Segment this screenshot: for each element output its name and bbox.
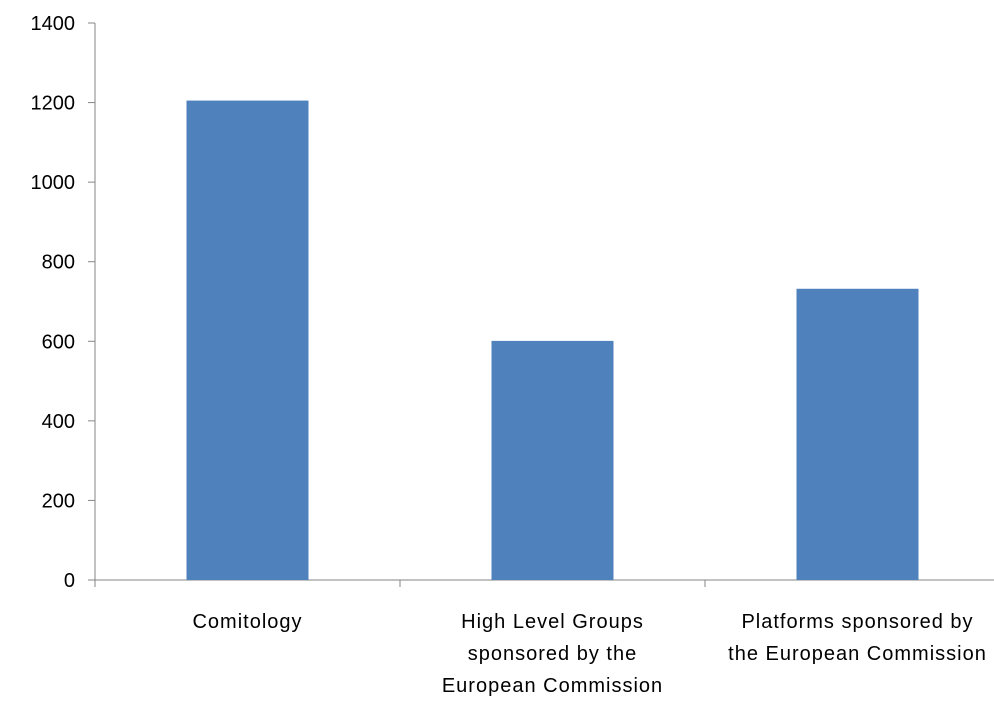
x-category-label: Comitology bbox=[192, 611, 302, 633]
bar bbox=[796, 288, 919, 580]
y-tick-label: 200 bbox=[42, 490, 75, 512]
y-tick-label: 800 bbox=[42, 252, 75, 274]
x-axis-category-labels: Comitology High Level Groups sponsored by … bbox=[192, 611, 987, 697]
x-category-label-line: sponsored by the bbox=[468, 643, 637, 665]
x-category-label-line: European Commission bbox=[442, 675, 663, 697]
x-category-label: High Level Groups sponsored by the Europea… bbox=[442, 611, 663, 697]
y-tick-label: 0 bbox=[64, 570, 75, 592]
y-tick-label: 1200 bbox=[31, 93, 76, 115]
y-tick-label: 1000 bbox=[31, 172, 76, 194]
x-category-label-line: Platforms sponsored by bbox=[741, 611, 973, 633]
x-category-label-line: High Level Groups bbox=[461, 611, 644, 633]
x-axis-ticks bbox=[94, 580, 706, 587]
bar bbox=[491, 340, 614, 580]
y-tick-label: 400 bbox=[42, 411, 75, 433]
y-tick-label: 600 bbox=[42, 331, 75, 353]
x-category-label-line: the European Commission bbox=[728, 643, 987, 665]
bar bbox=[186, 100, 309, 580]
y-axis-ticks: 0 200 400 600 800 1000 1200 1400 bbox=[31, 13, 95, 592]
y-tick-label: 1400 bbox=[31, 13, 76, 35]
x-category-label: Platforms sponsored by the European Commi… bbox=[728, 611, 987, 665]
bars bbox=[186, 100, 919, 580]
x-category-label-line: Comitology bbox=[192, 611, 302, 633]
